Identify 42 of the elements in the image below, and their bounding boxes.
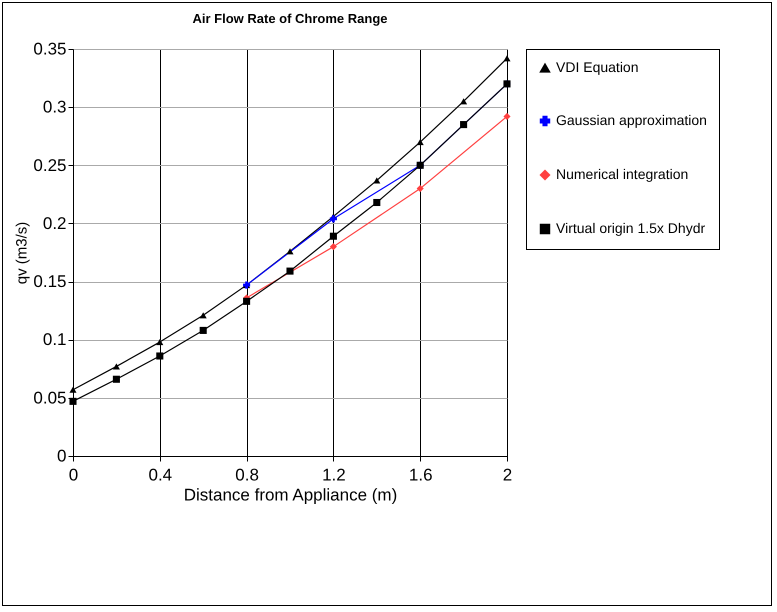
- y-tick-label: 0.1: [42, 330, 66, 350]
- point: [156, 352, 164, 360]
- point: [416, 185, 424, 192]
- x-tick-label: 1.2: [322, 466, 346, 484]
- x-tick-label: 0.8: [235, 466, 259, 484]
- point: [460, 98, 468, 104]
- y-tick-label: 0.05: [33, 388, 66, 408]
- legend-label: VDI Equation: [556, 59, 638, 75]
- point: [286, 268, 294, 275]
- x-tick-label: 2: [502, 466, 512, 484]
- point: [503, 55, 511, 62]
- x-tick-label: 0.4: [148, 466, 172, 484]
- legend-label: Gaussian approximation: [556, 112, 707, 128]
- point: [330, 232, 337, 240]
- y-axis-title: qv (m3/s): [13, 222, 30, 284]
- point: [330, 243, 337, 250]
- point: [460, 121, 468, 128]
- y-tick-label: 0.2: [42, 214, 66, 233]
- point: [373, 198, 380, 206]
- x-axis-title: Distance from Appliance (m): [184, 486, 398, 504]
- chart-title: Air Flow Rate of Chrome Range: [192, 11, 388, 26]
- point: [373, 177, 380, 184]
- point: [330, 215, 337, 222]
- point: [286, 248, 294, 254]
- point: [112, 363, 120, 370]
- point: [200, 326, 207, 334]
- legend-label: Numerical integration: [556, 166, 688, 182]
- y-tick-label: 0.3: [42, 98, 66, 117]
- point: [156, 338, 164, 346]
- point: [503, 112, 511, 120]
- x-tick-label: 1.6: [408, 466, 433, 484]
- legend-label: Virtual origin 1.5x Dhydr: [556, 220, 706, 236]
- y-tick-label: 0: [57, 446, 66, 466]
- point: [243, 298, 250, 305]
- point: [200, 312, 207, 318]
- point: [416, 138, 424, 146]
- point: [69, 386, 77, 393]
- y-tick-label: 0.15: [33, 272, 66, 292]
- x-tick-label: 0: [68, 466, 78, 484]
- y-tick-label: 0.35: [33, 40, 66, 58]
- point: [112, 376, 120, 383]
- y-tick-label: 0.25: [33, 156, 66, 175]
